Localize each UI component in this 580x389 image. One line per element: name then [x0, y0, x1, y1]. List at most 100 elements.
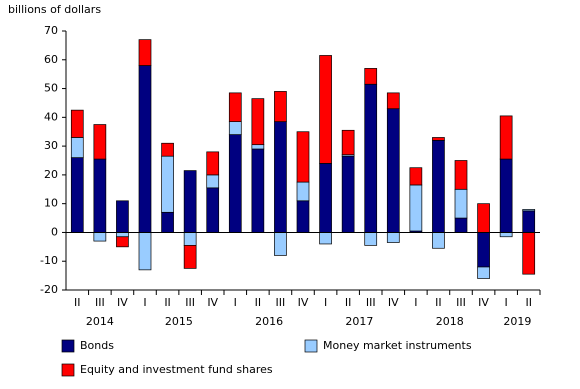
y-tick-label: 20	[44, 168, 58, 181]
bar-segment	[432, 137, 445, 141]
x-tick-label: I	[324, 296, 327, 309]
bar-segment	[296, 131, 310, 183]
bar-segment	[206, 151, 220, 176]
bar-segment	[432, 232, 445, 249]
bar-segment	[161, 142, 174, 157]
bar-segment	[386, 108, 400, 233]
legend-swatch	[61, 363, 75, 377]
bar-segment	[499, 232, 513, 238]
x-tick-label: IV	[388, 296, 399, 309]
bar-segment	[499, 115, 513, 160]
bar-segment	[499, 158, 513, 233]
x-tick-label: II	[345, 296, 352, 309]
x-group-label: 2014	[86, 315, 114, 328]
x-tick-label: I	[143, 296, 146, 309]
y-tick-label: 10	[44, 197, 58, 210]
bar-segment	[341, 129, 355, 156]
bar-segment	[386, 232, 400, 243]
bar-segment	[364, 232, 378, 246]
bar-segment	[296, 181, 310, 202]
x-tick-label: I	[505, 296, 508, 309]
y-tick-label: -20	[40, 283, 58, 296]
x-tick-label: II	[74, 296, 81, 309]
bar-segment	[228, 121, 242, 135]
bar-segment	[116, 200, 129, 233]
bar-segment	[93, 124, 107, 160]
bar-segment	[432, 140, 445, 233]
x-tick-label: III	[185, 296, 195, 309]
x-tick-label: III	[95, 296, 105, 309]
bar-segment	[228, 92, 242, 123]
bar-segment	[251, 148, 265, 233]
bar-segment	[274, 91, 287, 123]
bar-segment	[93, 158, 107, 233]
bar-segment	[183, 245, 197, 269]
legend-swatch	[61, 339, 75, 353]
bar-segment	[251, 144, 265, 150]
y-axis-label: billions of dollars	[8, 3, 101, 16]
bar-segment	[274, 232, 287, 256]
y-tick-label: 60	[44, 53, 58, 66]
bar-segment	[161, 211, 174, 233]
x-tick-label: III	[456, 296, 466, 309]
bar-segment	[116, 232, 129, 238]
bar-segment	[522, 232, 536, 275]
bar-segment	[93, 232, 107, 242]
x-tick-label: II	[164, 296, 171, 309]
bar-segment	[138, 39, 152, 66]
bar-segment	[296, 200, 310, 233]
bar-segment	[274, 121, 287, 233]
y-tick-label: 70	[44, 24, 58, 37]
bar-segment	[251, 98, 265, 146]
bar-segment	[454, 160, 468, 190]
y-tick-label: 0	[51, 225, 58, 238]
y-tick-label: -10	[40, 254, 58, 267]
bar-segment	[138, 232, 152, 271]
bar-segment	[454, 217, 468, 233]
y-tick-label: 40	[44, 110, 58, 123]
bar-segment	[138, 65, 152, 233]
x-group-label: 2017	[345, 315, 373, 328]
bar-segment	[70, 137, 84, 158]
bar-segment	[319, 163, 332, 233]
y-tick-label: 50	[44, 82, 58, 95]
bar-segment	[454, 188, 468, 219]
bar-segment	[522, 210, 536, 233]
x-tick-label: IV	[298, 296, 309, 309]
x-tick-label: III	[276, 296, 286, 309]
x-tick-label: II	[435, 296, 442, 309]
x-tick-label: IV	[478, 296, 489, 309]
bar-segment	[477, 266, 490, 279]
x-tick-label: I	[414, 296, 417, 309]
bar-segment	[206, 174, 220, 189]
bar-segment	[70, 109, 84, 138]
bar-segment	[386, 92, 400, 110]
bar-segment	[161, 155, 174, 213]
x-tick-label: II	[525, 296, 532, 309]
legend-label: Money market instruments	[323, 339, 472, 352]
x-group-label: 2018	[436, 315, 464, 328]
legend-swatch	[304, 339, 318, 353]
legend-label: Bonds	[80, 339, 114, 352]
x-tick-label: II	[255, 296, 262, 309]
x-tick-label: III	[366, 296, 376, 309]
bar-segment	[319, 55, 332, 164]
legend-label: Equity and investment fund shares	[80, 363, 273, 376]
x-group-label: 2015	[165, 315, 193, 328]
bar-segment	[116, 236, 129, 248]
bar-segment	[206, 187, 220, 233]
bar-segment	[183, 232, 197, 246]
bar-segment	[364, 68, 378, 85]
bar-segment	[522, 209, 536, 212]
bar-segment	[183, 170, 197, 233]
bar-segment	[364, 83, 378, 233]
bar-segment	[341, 155, 355, 233]
bar-segment	[477, 203, 490, 233]
x-group-label: 2016	[255, 315, 283, 328]
bar-segment	[319, 232, 332, 245]
y-tick-label: 30	[44, 139, 58, 152]
bar-segment	[70, 157, 84, 233]
bar-segment	[409, 167, 423, 186]
x-group-label: 2019	[503, 315, 531, 328]
